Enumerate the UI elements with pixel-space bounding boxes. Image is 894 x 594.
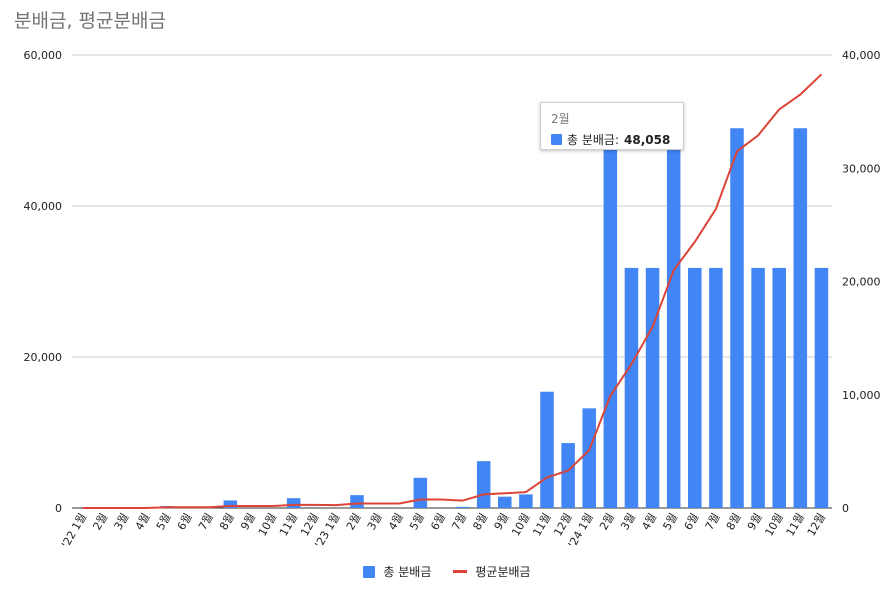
x-tick-label: 7월	[703, 511, 723, 532]
y-left-tick-label: 20,000	[24, 351, 63, 364]
x-tick-label: 2월	[90, 511, 110, 532]
y-right-tick-label: 30,000	[842, 162, 881, 175]
tooltip-swatch	[551, 134, 562, 145]
legend-label-line: 평균분배금	[475, 565, 531, 579]
tooltip: 2월 총 분배금: 48,058	[540, 102, 684, 150]
x-tick-label: 6월	[428, 511, 448, 532]
y-left-tick-label: 0	[55, 502, 62, 515]
x-tick-label: 7월	[449, 511, 469, 532]
y-left-tick-label: 60,000	[24, 49, 63, 62]
x-tick-label: 8월	[217, 511, 237, 532]
x-tick-label: '22 1월	[59, 511, 89, 550]
bar[interactable]	[413, 477, 428, 508]
x-tick-label: 4월	[639, 511, 659, 532]
x-tick-label: 4월	[133, 511, 153, 532]
bar[interactable]	[561, 443, 575, 508]
tooltip-separator: :	[614, 133, 620, 147]
legend-swatch-line	[453, 570, 468, 573]
y-right-tick-label: 0	[842, 502, 849, 515]
tooltip-row: 총 분배금: 48,058	[551, 131, 673, 148]
bar[interactable]	[223, 500, 238, 508]
bar[interactable]	[624, 267, 639, 508]
x-tick-label: 10월	[256, 511, 279, 538]
x-tick-label: 8월	[724, 511, 744, 532]
tooltip-label: 총 분배금	[567, 133, 615, 147]
x-tick-label: 8월	[470, 511, 490, 532]
bar[interactable]	[582, 408, 596, 508]
x-tick-label: 4월	[386, 511, 406, 532]
x-tick-label: 9월	[745, 511, 765, 532]
x-tick-label: 5월	[660, 511, 680, 532]
y-left-tick-label: 40,000	[24, 200, 63, 213]
bar[interactable]	[688, 267, 702, 508]
legend: 총 분배금 평균분배금	[0, 563, 894, 580]
bar[interactable]	[519, 494, 533, 508]
y-right-tick-label: 20,000	[842, 276, 881, 289]
series-line[interactable]	[82, 73, 823, 509]
legend-label-bar: 총 분배금	[383, 565, 432, 579]
bar[interactable]	[540, 391, 554, 508]
bar[interactable]	[814, 267, 829, 508]
x-tick-label: 9월	[492, 511, 512, 532]
x-tick-label: 11월	[784, 511, 807, 538]
x-tick-label: 12월	[805, 511, 828, 538]
x-tick-label: 11월	[530, 511, 553, 538]
x-tick-label: 10월	[509, 511, 532, 538]
legend-item-bar[interactable]: 총 분배금	[363, 563, 431, 580]
bar[interactable]	[603, 145, 618, 508]
x-tick-label: 9월	[238, 511, 258, 532]
chart-title: 분배금, 평균분배금	[14, 10, 166, 32]
x-tick-label: 3월	[112, 511, 132, 532]
bar[interactable]	[455, 506, 470, 508]
tooltip-value: 48,058	[624, 132, 671, 147]
x-tick-label: 11월	[277, 511, 300, 538]
x-tick-label: 3월	[365, 511, 385, 532]
legend-item-line[interactable]: 평균분배금	[453, 563, 531, 580]
x-tick-label: 10월	[762, 511, 785, 538]
bar[interactable]	[709, 267, 723, 508]
y-right-tick-label: 40,000	[842, 49, 881, 62]
y-right-tick-label: 10,000	[842, 389, 881, 402]
bar[interactable]	[772, 267, 786, 508]
x-tick-label: 5월	[154, 511, 174, 532]
legend-swatch-bar	[363, 565, 376, 578]
bar[interactable]	[730, 128, 744, 509]
x-tick-label: 3월	[618, 511, 638, 532]
bar[interactable]	[350, 495, 364, 508]
x-tick-label: 6월	[682, 511, 702, 532]
bar[interactable]	[751, 267, 765, 508]
x-tick-label: 2월	[344, 511, 364, 532]
x-tick-label: 5월	[407, 511, 427, 532]
bar[interactable]	[666, 145, 681, 508]
x-tick-label: 2월	[597, 511, 617, 532]
bar[interactable]	[645, 267, 660, 508]
bar[interactable]	[793, 128, 808, 509]
bar[interactable]	[286, 498, 301, 508]
bar[interactable]	[476, 461, 491, 508]
bar[interactable]	[498, 496, 512, 508]
x-tick-label: 6월	[175, 511, 195, 532]
tooltip-title: 2월	[551, 112, 570, 126]
x-tick-label: 7월	[196, 511, 216, 532]
